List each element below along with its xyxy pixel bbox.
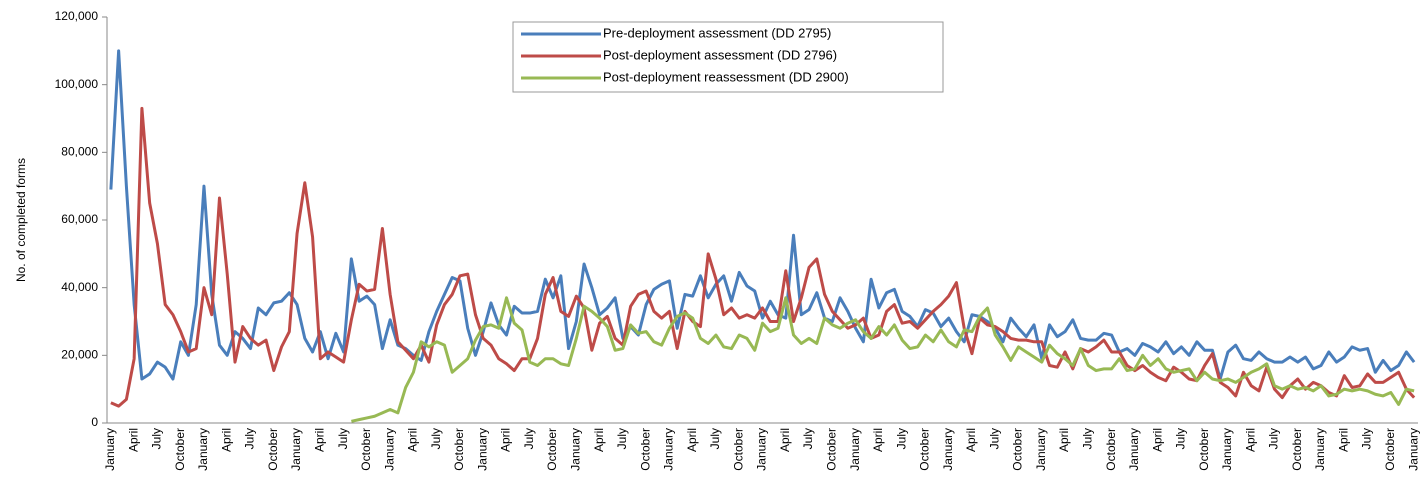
- x-tick-label: July: [150, 428, 164, 449]
- x-tick-label: July: [987, 428, 1001, 449]
- legend-label: Pre-deployment assessment (DD 2795): [603, 25, 831, 40]
- x-tick-label: January: [1127, 428, 1141, 471]
- y-tick-label: 100,000: [55, 77, 99, 91]
- x-tick-label: April: [592, 428, 606, 452]
- x-tick-label: January: [755, 428, 769, 471]
- x-tick-label: October: [824, 428, 838, 471]
- x-tick-label: January: [1034, 428, 1048, 471]
- x-tick-label: April: [1150, 428, 1164, 452]
- x-tick-label: July: [429, 428, 443, 449]
- x-tick-label: April: [313, 428, 327, 452]
- x-tick-label: January: [1313, 428, 1327, 471]
- x-tick-label: July: [708, 428, 722, 449]
- x-tick-label: October: [731, 428, 745, 471]
- x-tick-label: January: [1406, 428, 1420, 471]
- x-tick-label: October: [452, 428, 466, 471]
- x-tick-label: July: [522, 428, 536, 449]
- x-tick-label: April: [964, 428, 978, 452]
- x-tick-label: April: [778, 428, 792, 452]
- y-tick-label: 40,000: [61, 280, 98, 294]
- series-line: [351, 296, 1415, 423]
- x-tick-label: January: [196, 428, 210, 471]
- x-tick-label: January: [1220, 428, 1234, 471]
- y-axis-label: No. of completed forms: [14, 158, 28, 282]
- legend-label: Post-deployment assessment (DD 2796): [603, 47, 837, 62]
- x-tick-label: April: [1057, 428, 1071, 452]
- legend: Pre-deployment assessment (DD 2795) Post-…: [512, 21, 944, 93]
- x-tick-label: July: [1080, 428, 1094, 449]
- x-tick-label: April: [685, 428, 699, 452]
- x-tick-label: July: [1267, 428, 1281, 449]
- y-tick-label: 60,000: [61, 212, 98, 226]
- x-tick-label: January: [475, 428, 489, 471]
- series-line: [109, 49, 1416, 381]
- x-tick-label: January: [848, 428, 862, 471]
- x-tick-label: January: [941, 428, 955, 471]
- x-tick-label: October: [638, 428, 652, 471]
- y-tick-label: 0: [91, 415, 98, 429]
- x-tick-label: April: [871, 428, 885, 452]
- x-tick-label: October: [1197, 428, 1211, 471]
- x-tick-label: April: [126, 428, 140, 452]
- x-tick-label: October: [359, 428, 373, 471]
- x-tick-label: April: [406, 428, 420, 452]
- y-tick-label: 20,000: [61, 348, 98, 362]
- x-tick-label: July: [336, 428, 350, 449]
- x-tick-label: October: [1104, 428, 1118, 471]
- x-tick-label: October: [1290, 428, 1304, 471]
- x-tick-label: July: [243, 428, 257, 449]
- legend-label: Post-deployment reassessment (DD 2900): [603, 69, 849, 84]
- x-tick-label: April: [1243, 428, 1257, 452]
- x-tick-label: January: [103, 428, 117, 471]
- x-tick-label: January: [289, 428, 303, 471]
- x-tick-label: July: [615, 428, 629, 449]
- x-tick-label: April: [1336, 428, 1350, 452]
- y-tick-label: 120,000: [55, 9, 99, 23]
- x-tick-label: January: [568, 428, 582, 471]
- x-tick-label: January: [382, 428, 396, 471]
- x-tick-label: October: [266, 428, 280, 471]
- x-tick-label: January: [662, 428, 676, 471]
- x-tick-label: October: [1011, 428, 1025, 471]
- y-tick-label: 80,000: [61, 145, 98, 159]
- x-tick-label: October: [545, 428, 559, 471]
- x-tick-label: October: [918, 428, 932, 471]
- x-tick-label: July: [1174, 428, 1188, 449]
- x-tick-label: July: [801, 428, 815, 449]
- x-tick-label: October: [1383, 428, 1397, 471]
- x-tick-label: July: [894, 428, 908, 449]
- series-line: [110, 106, 1416, 408]
- x-tick-label: April: [219, 428, 233, 452]
- x-tick-label: October: [173, 428, 187, 471]
- x-tick-label: April: [499, 428, 513, 452]
- x-tick-label: July: [1360, 428, 1374, 449]
